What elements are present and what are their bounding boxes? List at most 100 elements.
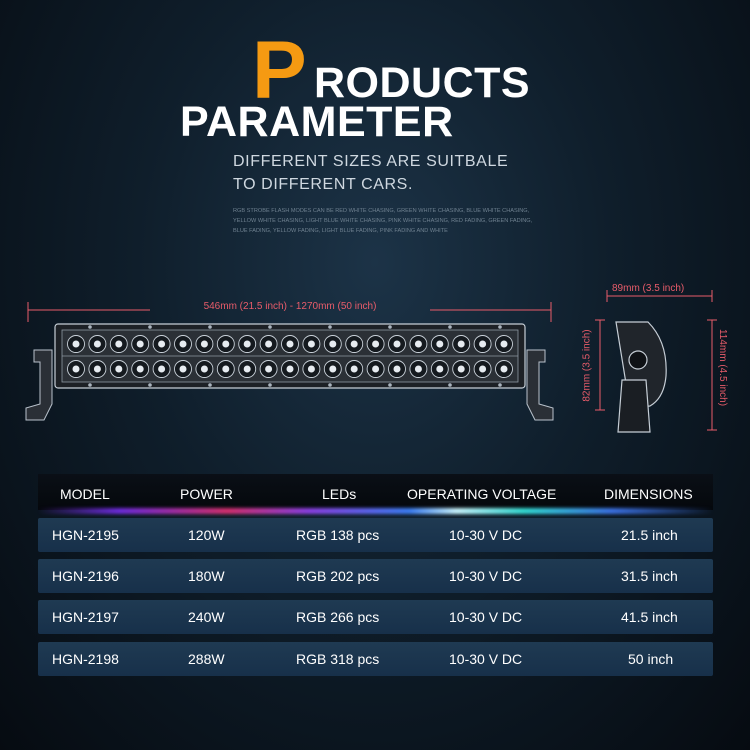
screw: [328, 325, 332, 329]
title-initial-letter: P: [252, 25, 307, 116]
cell-power: 240W: [188, 609, 225, 625]
led-grid: [67, 335, 513, 378]
led-chip: [265, 365, 273, 373]
screw: [148, 383, 152, 387]
screw: [448, 383, 452, 387]
led-chip: [115, 365, 123, 373]
cell-leds: RGB 202 pcs: [296, 568, 380, 584]
page-title: P RODUCTS PARAMETER: [180, 25, 540, 145]
led-chip: [200, 340, 208, 348]
left-bracket: [25, 349, 53, 421]
cell-model: HGN-2198: [52, 651, 119, 667]
cell-leds: RGB 266 pcs: [296, 609, 380, 625]
led-chip: [350, 365, 358, 373]
led-chip: [286, 340, 294, 348]
header-dimensions: DIMENSIONS: [604, 486, 693, 502]
screw: [388, 325, 392, 329]
led-chip: [136, 365, 144, 373]
screw: [88, 325, 92, 329]
led-chip: [72, 365, 80, 373]
table-row: [38, 600, 713, 634]
header-power: POWER: [180, 486, 233, 502]
cell-dimensions: 41.5 inch: [621, 609, 678, 625]
cell-model: HGN-2197: [52, 609, 119, 625]
led-chip: [286, 365, 294, 373]
led-chip: [414, 340, 422, 348]
led-chip: [243, 340, 251, 348]
subtitle-line-2: TO DIFFERENT CARS.: [233, 176, 414, 193]
led-chip: [436, 365, 444, 373]
header-leds: LEDs: [322, 486, 357, 502]
cell-power: 288W: [188, 651, 225, 667]
led-chip: [72, 340, 80, 348]
led-chip: [307, 365, 315, 373]
led-chip: [136, 340, 144, 348]
screw: [498, 383, 502, 387]
cell-leds: RGB 318 pcs: [296, 651, 380, 667]
header-model: MODEL: [60, 486, 110, 502]
led-chip: [479, 365, 487, 373]
screw: [208, 383, 212, 387]
led-chip: [115, 340, 123, 348]
fine-print: RGB STROBE FLASH MODES CAN BE RED WHITE …: [233, 208, 533, 234]
screw: [268, 383, 272, 387]
side-profile: [615, 321, 667, 433]
title-line-2: PARAMETER: [180, 98, 454, 146]
led-chip: [158, 365, 166, 373]
table-header: [38, 474, 713, 510]
led-chip: [372, 340, 380, 348]
cell-dimensions: 50 inch: [628, 651, 674, 667]
led-chip: [243, 365, 251, 373]
cell-power: 120W: [188, 527, 225, 543]
led-chip: [179, 340, 187, 348]
table-row: [38, 518, 713, 552]
led-chip: [222, 340, 230, 348]
table-row: [38, 642, 713, 676]
screw: [498, 325, 502, 329]
led-chip: [393, 365, 401, 373]
screw: [448, 325, 452, 329]
screw: [268, 325, 272, 329]
led-chip: [93, 340, 101, 348]
cell-voltage: 10-30 V DC: [449, 568, 523, 584]
cell-voltage: 10-30 V DC: [449, 651, 523, 667]
led-chip: [307, 340, 315, 348]
screw: [148, 325, 152, 329]
cell-dimensions: 21.5 inch: [621, 527, 678, 543]
side-width-label: 89mm (3.5 inch): [612, 283, 685, 294]
led-chip: [350, 340, 358, 348]
right-bracket: [526, 349, 554, 421]
side-dimension-lines: [595, 290, 717, 431]
cell-voltage: 10-30 V DC: [449, 609, 523, 625]
rainbow-divider: [38, 508, 713, 514]
led-chip: [179, 365, 187, 373]
table-row: [38, 559, 713, 593]
screw: [328, 383, 332, 387]
bar-dimension-line: [27, 302, 552, 322]
led-chip: [500, 340, 508, 348]
led-chip: [158, 340, 166, 348]
title-line-1: RODUCTS: [314, 59, 531, 107]
led-chip: [93, 365, 101, 373]
led-chip: [200, 365, 208, 373]
cell-leds: RGB 138 pcs: [296, 527, 380, 543]
side-height-left-label: 82mm (3.5 inch): [581, 329, 593, 402]
bar-length-label: 546mm (21.5 inch) - 1270mm (50 inch): [203, 301, 377, 312]
led-chip: [479, 340, 487, 348]
led-chip: [329, 340, 337, 348]
header-operating-voltage: OPERATING VOLTAGE: [407, 486, 557, 502]
subtitle: DIFFERENT SIZES ARE SUITBALE TO DIFFEREN…: [233, 150, 573, 196]
cell-model: HGN-2195: [52, 527, 119, 543]
cell-power: 180W: [188, 568, 225, 584]
led-chip: [372, 365, 380, 373]
led-chip: [457, 365, 465, 373]
screw-row: [88, 325, 502, 387]
side-height-right-label: 114mm (4.5 inch): [717, 328, 729, 407]
subtitle-line-1: DIFFERENT SIZES ARE SUITBALE: [233, 153, 509, 170]
led-chip: [393, 340, 401, 348]
led-chip: [414, 365, 422, 373]
led-chip: [500, 365, 508, 373]
light-bar-drawing: [25, 290, 717, 433]
cell-dimensions: 31.5 inch: [621, 568, 678, 584]
led-chip: [436, 340, 444, 348]
